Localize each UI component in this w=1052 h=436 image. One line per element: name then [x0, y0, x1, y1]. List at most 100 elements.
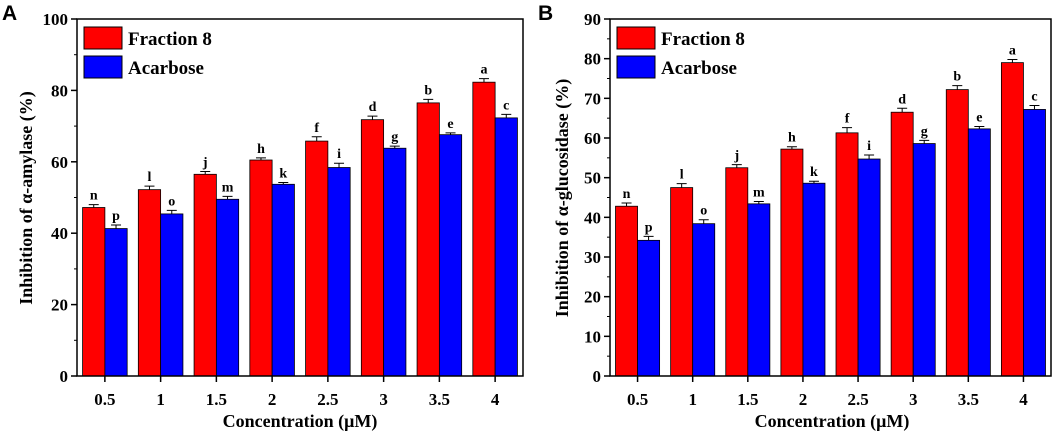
panel-a-bar-acarbose-4 — [494, 117, 518, 377]
panel-b-x-tick-label-1: 1 — [688, 390, 697, 409]
panel-b-bar-acarbose-1.5 — [747, 203, 771, 377]
panel-b-bar-acarbose-0.5 — [637, 239, 661, 377]
panel-a-errorbar-acarbose-2.5 — [334, 162, 345, 168]
panel-b-sig-label-acarbose-3: g — [921, 124, 928, 139]
panel-a-y-tick-label-100: 100 — [43, 10, 69, 29]
panel-b-y-tick-label-40: 40 — [584, 208, 601, 227]
panel-b-errorbar-acarbose-0.5 — [643, 235, 654, 241]
panel-b-axes: 0 10 20 30 40 50 60 70 80 90 0.5 1 1.5 2 2.5 3 3.5 4 — [584, 10, 1052, 409]
panel-a-bar-acarbose-1 — [160, 213, 184, 377]
panel-a-errorbar-acarbose-3 — [389, 145, 400, 149]
panel-a-x-axis-title: Concentration (μM) — [223, 411, 378, 432]
panel-a-y-tick-label-20: 20 — [51, 296, 68, 315]
panel-b-letter: B — [538, 2, 553, 25]
panel-a-letter: A — [2, 2, 17, 25]
panel-a-axes: 0 20 40 60 80 100 0.5 1 1.5 2 2.5 3 3.5 4 — [43, 10, 524, 409]
panel-b-bar-fraction8-1 — [670, 187, 694, 377]
panel-b-errorbar-acarbose-1.5 — [753, 200, 764, 204]
panel-a-bar-acarbose-2.5 — [327, 167, 351, 377]
panel-b-errorbar-fraction8-1 — [676, 183, 687, 188]
panel-b-bar-fraction8-3.5 — [945, 89, 969, 377]
panel-b-y-tick-label-30: 30 — [584, 248, 601, 267]
panel-b-y-tick-label-20: 20 — [584, 288, 601, 307]
panel-a-errorbar-fraction8-0.5 — [88, 204, 99, 208]
panel-a-x-tick-label-1: 1 — [156, 390, 165, 409]
panel-a-sig-label-fraction8-2: h — [257, 142, 265, 157]
panel-b-bar-acarbose-2 — [802, 182, 826, 377]
panel-b: B Concentration (μM) Inhibition of α-glu… — [538, 2, 1052, 432]
panel-a-x-tick-label-0.5: 0.5 — [94, 390, 115, 409]
panel-b-errorbar-fraction8-4 — [1007, 58, 1018, 63]
panel-b-bar-fraction8-2 — [780, 148, 804, 377]
panel-a-errorbar-fraction8-1.5 — [200, 170, 211, 175]
panel-a-errorbar-acarbose-1 — [166, 209, 177, 214]
panel-b-errorbar-fraction8-3 — [897, 107, 908, 113]
panel-b-errorbar-fraction8-2 — [786, 146, 797, 150]
panel-a-sig-label-acarbose-2.5: i — [337, 147, 341, 162]
panel-b-bar-fraction8-3 — [890, 111, 914, 377]
panel-a-legend-swatch-acarbose — [83, 55, 123, 79]
panel-a-errorbar-acarbose-3.5 — [445, 132, 456, 135]
panel-a-errorbar-acarbose-2 — [278, 182, 289, 185]
panel-b-x-tick-label-2: 2 — [799, 390, 808, 409]
panel-a-bar-fraction8-2.5 — [305, 140, 329, 377]
panel-a-bar-fraction8-1 — [137, 189, 162, 377]
panel-a-errorbar-fraction8-3.5 — [423, 98, 434, 103]
panel-a-sig-label-fraction8-3.5: b — [424, 83, 432, 98]
panel-b-y-tick-label-80: 80 — [584, 50, 601, 69]
panel-b-errorbar-acarbose-3 — [919, 139, 930, 144]
panel-a-y-tick-label-0: 0 — [60, 367, 69, 386]
panel-a-sig-label-acarbose-2: k — [279, 167, 287, 182]
panel-a-errorbar-acarbose-1.5 — [222, 195, 233, 200]
panel-b-errorbar-fraction8-3.5 — [952, 85, 963, 90]
panel-b-bar-fraction8-2.5 — [835, 132, 859, 377]
panel-b-x-tick-label-3.5: 3.5 — [958, 390, 979, 409]
panel-b-sig-label-fraction8-0.5: n — [623, 187, 631, 202]
panel-a-bar-fraction8-1.5 — [193, 173, 217, 377]
panel-a-errorbar-fraction8-2.5 — [311, 136, 322, 142]
panel-a-errorbar-acarbose-4 — [501, 113, 512, 118]
panel-b-sig-label-acarbose-1: o — [700, 204, 707, 219]
panel-b-x-tick-label-4: 4 — [1019, 390, 1028, 409]
panel-a-sig-label-fraction8-2.5: f — [314, 121, 319, 136]
panel-a-sig-label-acarbose-4: c — [503, 98, 509, 113]
panel-b-sig-label-fraction8-3: d — [898, 92, 906, 107]
panel-a-legend-label-acarbose: Acarbose — [128, 58, 204, 79]
panel-b-errorbar-acarbose-3.5 — [974, 125, 985, 129]
panel-b-errorbar-acarbose-4 — [1029, 104, 1040, 110]
panel-b-y-tick-label-50: 50 — [584, 169, 601, 188]
panel-a-bar-fraction8-0.5 — [82, 207, 106, 377]
panel-a-errorbar-fraction8-4 — [478, 78, 489, 83]
panel-a-y-tick-label-80: 80 — [51, 81, 68, 100]
panel-b-bar-acarbose-3.5 — [967, 128, 991, 377]
panel-a-sig-label-fraction8-3: d — [369, 100, 377, 115]
panel-b-sig-label-acarbose-1.5: m — [753, 185, 765, 200]
panel-b-y-tick-label-90: 90 — [584, 10, 601, 29]
panel-a-sig-label-acarbose-1: o — [168, 194, 175, 209]
panel-b-x-tick-label-2.5: 2.5 — [847, 390, 868, 409]
panel-b-bar-acarbose-1 — [692, 223, 716, 377]
panel-b-errorbar-acarbose-2.5 — [864, 154, 875, 160]
panel-a-legend: Fraction 8 Acarbose — [83, 26, 212, 79]
panel-b-bars: n p l o j m h k f i d g b e a c — [615, 43, 1046, 377]
panel-a-x-tick-label-1.5: 1.5 — [206, 390, 227, 409]
panel-a-errorbar-fraction8-1 — [144, 185, 155, 190]
panel-b-y-axis-title: Inhibition of α-glucosidase (%) — [552, 79, 573, 318]
panel-b-sig-label-fraction8-4: a — [1009, 43, 1016, 58]
panel-b-y-tick-label-0: 0 — [593, 367, 602, 386]
panel-a-sig-label-fraction8-1.5: j — [202, 155, 208, 170]
panel-a-bar-fraction8-3 — [360, 119, 385, 377]
panel-a-bar-acarbose-2 — [271, 183, 295, 377]
panel-a-bar-acarbose-3.5 — [438, 134, 463, 377]
panel-b-legend-label-acarbose: Acarbose — [661, 58, 737, 79]
panel-a-sig-label-acarbose-3.5: e — [447, 117, 453, 132]
panel-b-x-axis-title: Concentration (μM) — [755, 411, 910, 432]
panel-b-legend-swatch-fraction8 — [616, 26, 656, 50]
panel-b-sig-label-acarbose-0.5: p — [645, 220, 653, 235]
panel-b-sig-label-fraction8-1.5: j — [733, 149, 739, 164]
panel-a-sig-label-acarbose-0.5: p — [112, 209, 120, 224]
panel-a-sig-label-fraction8-4: a — [480, 63, 487, 78]
panel-b-bar-fraction8-1.5 — [725, 167, 749, 377]
panel-a-bars: np l o jm hk f i dg b e a c — [82, 63, 518, 377]
